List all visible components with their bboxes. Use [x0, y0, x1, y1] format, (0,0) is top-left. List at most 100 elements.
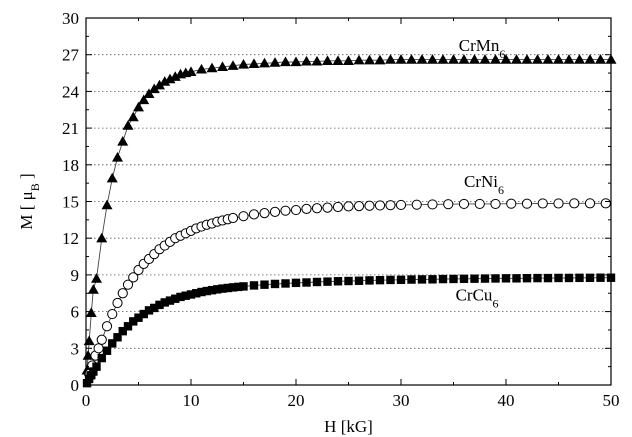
- data-point-crmn: [521, 54, 533, 64]
- data-point-crcu: [438, 274, 448, 284]
- data-point-crcu: [501, 274, 511, 283]
- data-point-crcu: [302, 278, 311, 287]
- y-tick-label-6: 6: [71, 303, 80, 322]
- data-point-crmn: [196, 63, 207, 74]
- series-crcu: [82, 273, 616, 388]
- data-point-crcu: [186, 290, 196, 299]
- y-tick-label-30: 30: [62, 9, 79, 28]
- y-tick-label-15: 15: [62, 193, 79, 212]
- series-label-subscript: 6: [492, 297, 498, 311]
- y-axis-label-sub: B: [28, 183, 42, 191]
- data-point-crni: [93, 343, 104, 354]
- data-point-crmn: [437, 54, 449, 64]
- x-tick-label-20: 20: [288, 391, 305, 410]
- y-tick-label-24: 24: [62, 82, 80, 101]
- data-point-crcu: [97, 353, 106, 363]
- data-point-crcu: [333, 277, 343, 286]
- series-label-name: CrMn: [459, 36, 500, 55]
- data-point-crmn: [106, 172, 118, 183]
- data-point-crcu: [144, 306, 154, 315]
- data-point-crmn: [87, 284, 99, 294]
- data-point-crcu: [113, 333, 122, 342]
- data-point-crcu: [312, 277, 322, 287]
- data-point-crcu: [213, 285, 222, 294]
- data-point-crmn: [395, 54, 407, 64]
- tick-labels: 0 3 6 9 12 15 18 21 24 27 30 0 10 20 30 40 50: [62, 9, 620, 410]
- data-point-crmn: [448, 54, 459, 64]
- data-point-crcu: [281, 279, 290, 288]
- data-point-crni: [506, 198, 517, 209]
- data-point-crni: [290, 204, 302, 216]
- data-point-crcu: [480, 274, 490, 283]
- data-point-crni: [101, 321, 113, 332]
- data-point-crcu: [522, 274, 532, 283]
- data-point-crni: [343, 201, 354, 212]
- data-point-crni: [600, 198, 611, 209]
- data-point-crni: [521, 198, 533, 209]
- data-point-crmn: [148, 83, 160, 94]
- data-point-crcu: [171, 294, 180, 303]
- data-point-crni: [490, 198, 501, 210]
- data-point-crni: [364, 200, 375, 211]
- data-point-crcu: [449, 274, 458, 284]
- data-point-crcu: [118, 326, 127, 336]
- data-point-crmn: [553, 54, 564, 64]
- series-crni: [84, 198, 611, 380]
- data-point-crni: [584, 198, 596, 209]
- data-point-crni: [411, 199, 422, 210]
- data-point-crcu: [512, 274, 521, 283]
- data-point-crcu: [386, 275, 395, 285]
- fit-line-crmn: [85, 59, 611, 386]
- data-point-crni: [280, 205, 291, 216]
- data-point-crmn: [133, 101, 144, 112]
- y-tick-label-9: 9: [71, 266, 80, 285]
- data-point-crcu: [223, 283, 232, 293]
- data-point-crmn: [406, 54, 417, 64]
- data-point-crcu: [596, 273, 605, 282]
- data-point-crmn: [280, 56, 291, 67]
- data-point-crcu: [165, 296, 175, 305]
- data-point-crcu: [533, 273, 542, 283]
- data-point-crcu: [260, 280, 269, 289]
- data-point-crmn: [374, 54, 386, 65]
- data-point-crcu: [176, 292, 185, 302]
- data-point-crmn: [117, 136, 129, 146]
- y-axis-label-main: M [ μ: [17, 191, 36, 229]
- data-point-crni: [474, 198, 485, 210]
- x-tick-label-40: 40: [498, 391, 515, 410]
- data-point-crmn: [343, 55, 354, 65]
- data-point-crmn: [112, 151, 123, 162]
- data-point-crmn: [469, 54, 480, 64]
- data-point-crni: [374, 200, 386, 211]
- data-point-crmn: [500, 54, 512, 64]
- data-point-crcu: [92, 362, 101, 371]
- data-point-crni: [395, 199, 407, 211]
- data-point-crni: [248, 209, 260, 220]
- data-point-crni: [259, 208, 270, 219]
- data-point-crmn: [574, 54, 585, 64]
- series-crmn: [81, 54, 617, 375]
- data-point-crmn: [269, 57, 281, 67]
- data-point-crmn: [206, 62, 218, 73]
- data-point-crni: [227, 212, 239, 224]
- data-point-crmn: [490, 54, 501, 64]
- data-point-crcu: [239, 282, 248, 291]
- data-point-crcu: [365, 276, 374, 285]
- series-label-crni: CrNi6: [464, 172, 504, 197]
- data-point-crcu: [585, 273, 595, 283]
- data-point-crcu: [428, 275, 437, 284]
- data-point-crcu: [543, 273, 553, 283]
- y-tick-label-12: 12: [62, 229, 79, 248]
- data-point-crmn: [332, 55, 344, 65]
- data-point-crmn: [91, 273, 102, 283]
- data-point-crni: [112, 297, 123, 309]
- data-point-crcu: [150, 303, 159, 313]
- data-point-crmn: [122, 120, 134, 130]
- data-point-crni: [238, 211, 249, 222]
- ticks: [85, 17, 612, 386]
- data-point-crcu: [102, 346, 112, 355]
- data-point-crcu: [181, 291, 190, 300]
- data-point-crmn: [259, 57, 270, 68]
- data-point-crcu: [197, 287, 206, 297]
- y-tick-label-0: 0: [71, 376, 80, 395]
